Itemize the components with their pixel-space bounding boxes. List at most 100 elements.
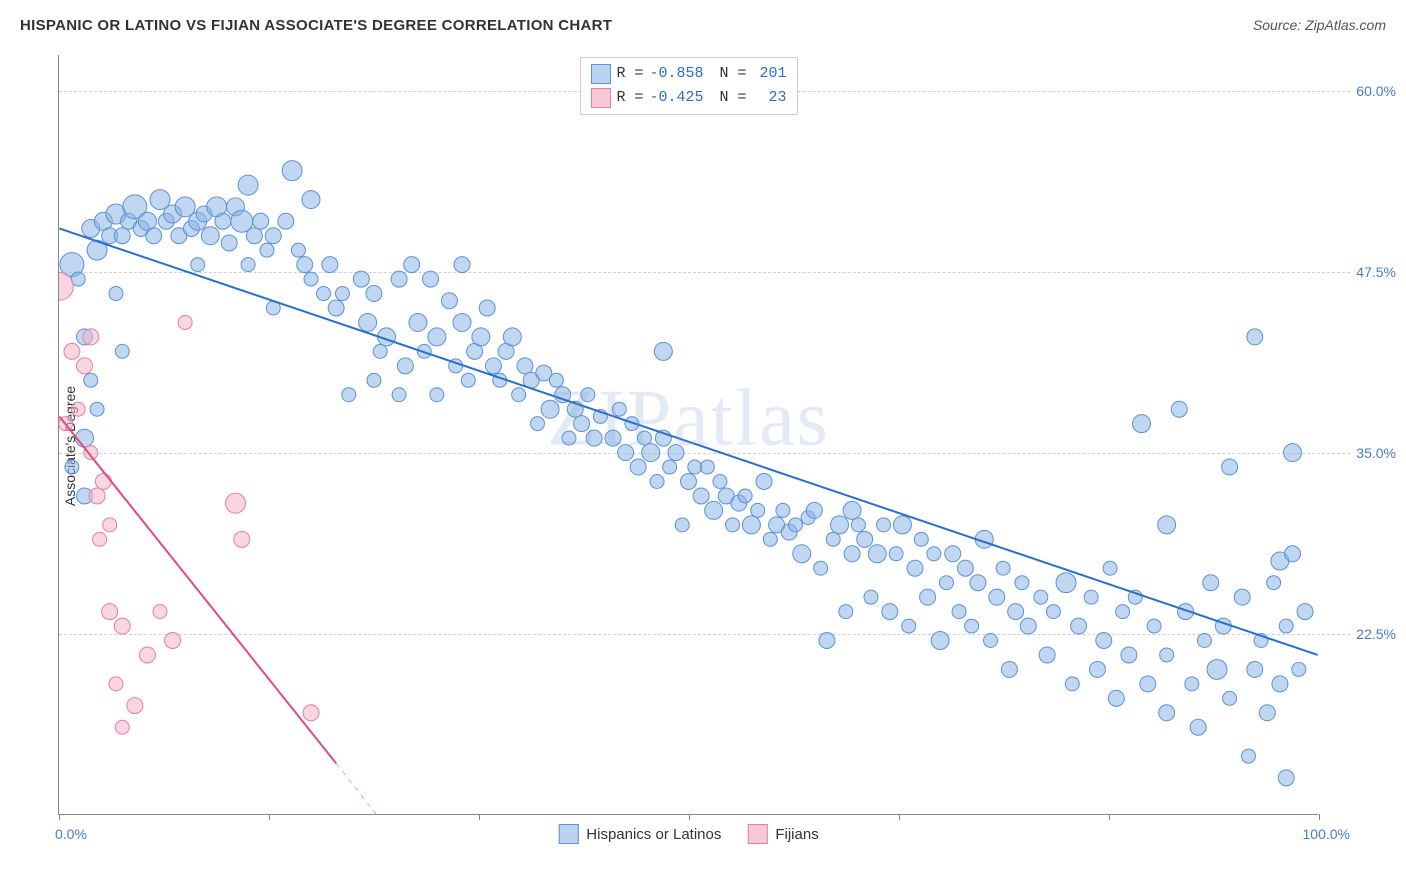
scatter-point <box>907 560 923 576</box>
scatter-point <box>1247 329 1263 345</box>
ytick-label: 22.5% <box>1356 626 1396 642</box>
scatter-point <box>430 388 444 402</box>
scatter-point <box>751 503 765 517</box>
scatter-point <box>84 373 98 387</box>
scatter-point <box>1056 573 1076 593</box>
scatter-point <box>826 532 840 546</box>
scatter-point <box>178 315 192 329</box>
scatter-point <box>282 161 302 181</box>
xtick <box>689 814 690 820</box>
scatter-point <box>146 228 162 244</box>
scatter-point <box>353 271 369 287</box>
scatter-point <box>65 460 79 474</box>
scatter-point <box>1046 605 1060 619</box>
scatter-point <box>71 402 85 416</box>
scatter-point <box>957 560 973 576</box>
scatter-point <box>814 561 828 575</box>
scatter-point <box>84 446 98 460</box>
scatter-point <box>95 473 111 489</box>
scatter-point <box>397 358 413 374</box>
scatter-point <box>1203 575 1219 591</box>
scatter-point <box>1267 576 1281 590</box>
scatter-point <box>83 329 99 345</box>
scatter-point <box>843 501 861 519</box>
xtick-label-max: 100.0% <box>1303 826 1350 842</box>
swatch-blue <box>590 64 610 84</box>
scatter-point <box>618 445 634 461</box>
scatter-point <box>857 531 873 547</box>
scatter-point <box>1158 516 1176 534</box>
scatter-point <box>260 243 274 257</box>
scatter-point <box>541 400 559 418</box>
legend-stats-row-1: R = -0.858 N = 201 <box>590 62 786 86</box>
scatter-point <box>877 518 891 532</box>
scatter-point <box>1103 561 1117 575</box>
scatter-point <box>201 227 219 245</box>
scatter-point <box>1084 590 1098 604</box>
scatter-point <box>317 287 331 301</box>
scatter-point <box>713 474 727 488</box>
scatter-point <box>1020 618 1036 634</box>
scatter-point <box>89 488 105 504</box>
trend-line-extension <box>336 763 456 814</box>
scatter-point <box>1285 546 1301 562</box>
scatter-point <box>1279 619 1293 633</box>
scatter-point <box>1241 749 1255 763</box>
scatter-point <box>359 313 377 331</box>
scatter-point <box>485 358 501 374</box>
scatter-point <box>428 328 446 346</box>
trend-line <box>59 416 336 763</box>
scatter-point <box>668 445 684 461</box>
scatter-point <box>650 474 664 488</box>
scatter-point <box>139 647 155 663</box>
scatter-point <box>1140 676 1156 692</box>
scatter-point <box>1065 677 1079 691</box>
xtick <box>1109 814 1110 820</box>
scatter-point <box>931 632 949 650</box>
scatter-point <box>335 287 349 301</box>
ytick-label: 60.0% <box>1356 83 1396 99</box>
scatter-point <box>1147 619 1161 633</box>
swatch-blue-bottom <box>558 824 578 844</box>
scatter-point <box>373 344 387 358</box>
scatter-point <box>241 258 255 272</box>
scatter-point <box>90 402 104 416</box>
scatter-point <box>215 213 231 229</box>
scatter-point <box>64 343 80 359</box>
xtick <box>1319 814 1320 820</box>
scatter-point <box>127 698 143 714</box>
scatter-point <box>688 460 702 474</box>
scatter-point <box>1071 618 1087 634</box>
xtick-label-min: 0.0% <box>55 826 87 842</box>
scatter-point <box>562 431 576 445</box>
scatter-point <box>920 589 936 605</box>
source-attribution: Source: ZipAtlas.com <box>1253 17 1386 33</box>
scatter-point <box>238 175 258 195</box>
scatter-point <box>221 235 237 251</box>
scatter-point <box>705 501 723 519</box>
scatter-point <box>882 604 898 620</box>
scatter-point <box>1207 659 1227 679</box>
scatter-point <box>914 532 928 546</box>
scatter-point <box>700 460 714 474</box>
scatter-point <box>1121 647 1137 663</box>
scatter-point <box>726 518 740 532</box>
xtick <box>59 814 60 820</box>
scatter-point <box>1272 676 1288 692</box>
scatter-point <box>549 373 563 387</box>
scatter-point <box>989 589 1005 605</box>
scatter-point <box>1223 691 1237 705</box>
legend-item-hispanics: Hispanics or Latinos <box>558 824 721 844</box>
scatter-point <box>1133 415 1151 433</box>
scatter-point <box>366 286 382 302</box>
scatter-point <box>970 575 986 591</box>
scatter-point <box>1234 589 1250 605</box>
scatter-point <box>763 532 777 546</box>
scatter-point <box>1108 690 1124 706</box>
scatter-point <box>303 705 319 721</box>
scatter-point <box>114 618 130 634</box>
scatter-point <box>328 300 344 316</box>
scatter-point <box>322 257 338 273</box>
scatter-point <box>831 516 849 534</box>
scatter-point <box>291 243 305 257</box>
